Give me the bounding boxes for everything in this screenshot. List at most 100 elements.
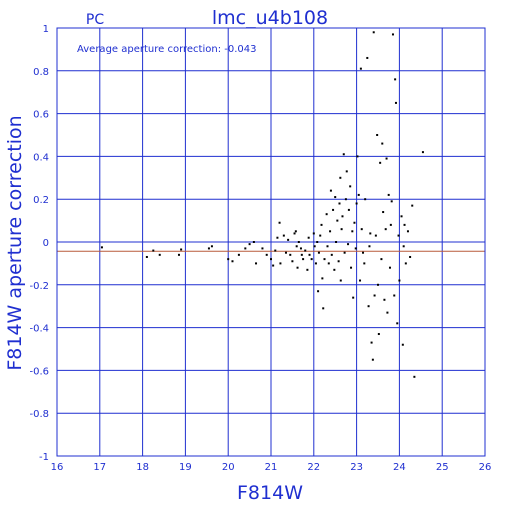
chart-subtitle: PC	[86, 12, 104, 28]
data-point	[339, 176, 342, 179]
data-point	[299, 247, 302, 250]
x-tick-label: 18	[136, 462, 149, 473]
data-point	[343, 251, 346, 254]
data-point	[278, 221, 281, 224]
data-point	[316, 241, 319, 243]
data-point	[386, 311, 389, 314]
data-point	[404, 262, 407, 265]
y-tick-labels: -1 -0.8 -0.6 -0.4 -0.2 0 0.2 0.4 0.6 0.8 1	[29, 24, 49, 463]
y-tick-label: 0	[43, 238, 49, 249]
data-point	[349, 185, 352, 188]
chart-title: lmc_u4b108	[212, 7, 328, 29]
x-tick-label: 22	[307, 462, 320, 473]
data-point	[401, 343, 404, 346]
data-point	[180, 248, 183, 251]
data-point	[308, 253, 311, 256]
data-point	[363, 262, 366, 265]
data-point	[344, 198, 347, 201]
data-point	[370, 341, 373, 344]
data-point	[289, 253, 292, 256]
data-point	[334, 196, 337, 199]
data-point	[100, 246, 103, 249]
data-point	[227, 258, 230, 261]
data-point	[261, 247, 264, 250]
data-point	[317, 251, 320, 254]
data-point	[371, 358, 374, 361]
data-point	[406, 230, 409, 233]
data-point	[306, 268, 309, 271]
data-point	[304, 249, 307, 252]
data-point	[210, 245, 213, 248]
data-point	[396, 322, 399, 325]
data-point	[381, 142, 384, 145]
data-point	[350, 266, 353, 269]
data-point	[338, 202, 341, 205]
data-point	[391, 33, 394, 36]
data-point	[255, 262, 258, 265]
data-point	[329, 189, 332, 192]
data-point	[322, 307, 325, 310]
data-point	[394, 78, 397, 81]
data-point	[323, 258, 326, 261]
data-point	[152, 249, 155, 252]
data-point	[388, 266, 391, 269]
chart-annotation: Average aperture correction: -0.043	[77, 44, 257, 55]
data-point	[377, 283, 379, 286]
data-point	[326, 245, 329, 248]
data-point	[335, 241, 338, 243]
data-point	[339, 279, 342, 282]
data-point	[341, 215, 344, 218]
data-point	[284, 251, 287, 254]
data-point	[291, 260, 294, 263]
data-point	[374, 234, 377, 237]
data-point	[276, 236, 279, 239]
data-point	[336, 219, 339, 222]
x-tick-label: 21	[265, 462, 278, 473]
data-point	[353, 221, 356, 224]
data-point	[248, 243, 251, 246]
data-point	[373, 294, 376, 297]
data-point	[177, 253, 180, 256]
data-point	[333, 268, 336, 271]
data-point	[325, 213, 328, 216]
data-points	[100, 31, 424, 378]
y-tick-label: -0.2	[29, 281, 49, 292]
data-point	[385, 157, 388, 160]
data-point	[279, 262, 282, 265]
data-point	[231, 260, 234, 263]
data-point	[390, 200, 393, 203]
data-point	[327, 262, 330, 265]
data-point	[409, 255, 412, 258]
data-point	[319, 234, 322, 237]
data-point	[369, 232, 372, 235]
data-point	[376, 134, 379, 136]
data-point	[364, 198, 367, 201]
data-point	[384, 228, 387, 231]
data-point	[380, 258, 383, 261]
x-tick-label: 25	[436, 462, 449, 473]
data-point	[383, 298, 386, 301]
data-point	[403, 223, 406, 226]
y-tick-label: -1	[39, 452, 49, 463]
x-tick-label: 16	[51, 462, 64, 473]
y-tick-label: -0.6	[29, 366, 49, 377]
data-point	[145, 255, 148, 258]
x-tick-label: 20	[222, 462, 235, 473]
data-point	[302, 258, 305, 261]
data-point	[379, 161, 382, 164]
data-point	[411, 204, 414, 207]
data-point	[400, 215, 403, 218]
y-tick-label: 0.2	[33, 195, 49, 206]
x-tick-label: 26	[479, 462, 492, 473]
data-point	[270, 258, 272, 261]
data-point	[340, 228, 343, 231]
y-tick-label: 0.8	[33, 67, 49, 78]
data-point	[295, 245, 298, 248]
data-point	[297, 241, 300, 243]
x-tick-labels: 16 17 18 19 20 21 22 23 24 25 26	[51, 462, 492, 473]
data-point	[329, 230, 332, 233]
data-point	[368, 245, 371, 248]
data-point	[382, 211, 385, 214]
data-point	[207, 247, 210, 250]
